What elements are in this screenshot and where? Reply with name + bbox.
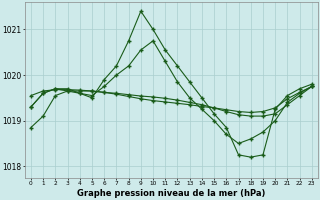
X-axis label: Graphe pression niveau de la mer (hPa): Graphe pression niveau de la mer (hPa) [77, 189, 266, 198]
